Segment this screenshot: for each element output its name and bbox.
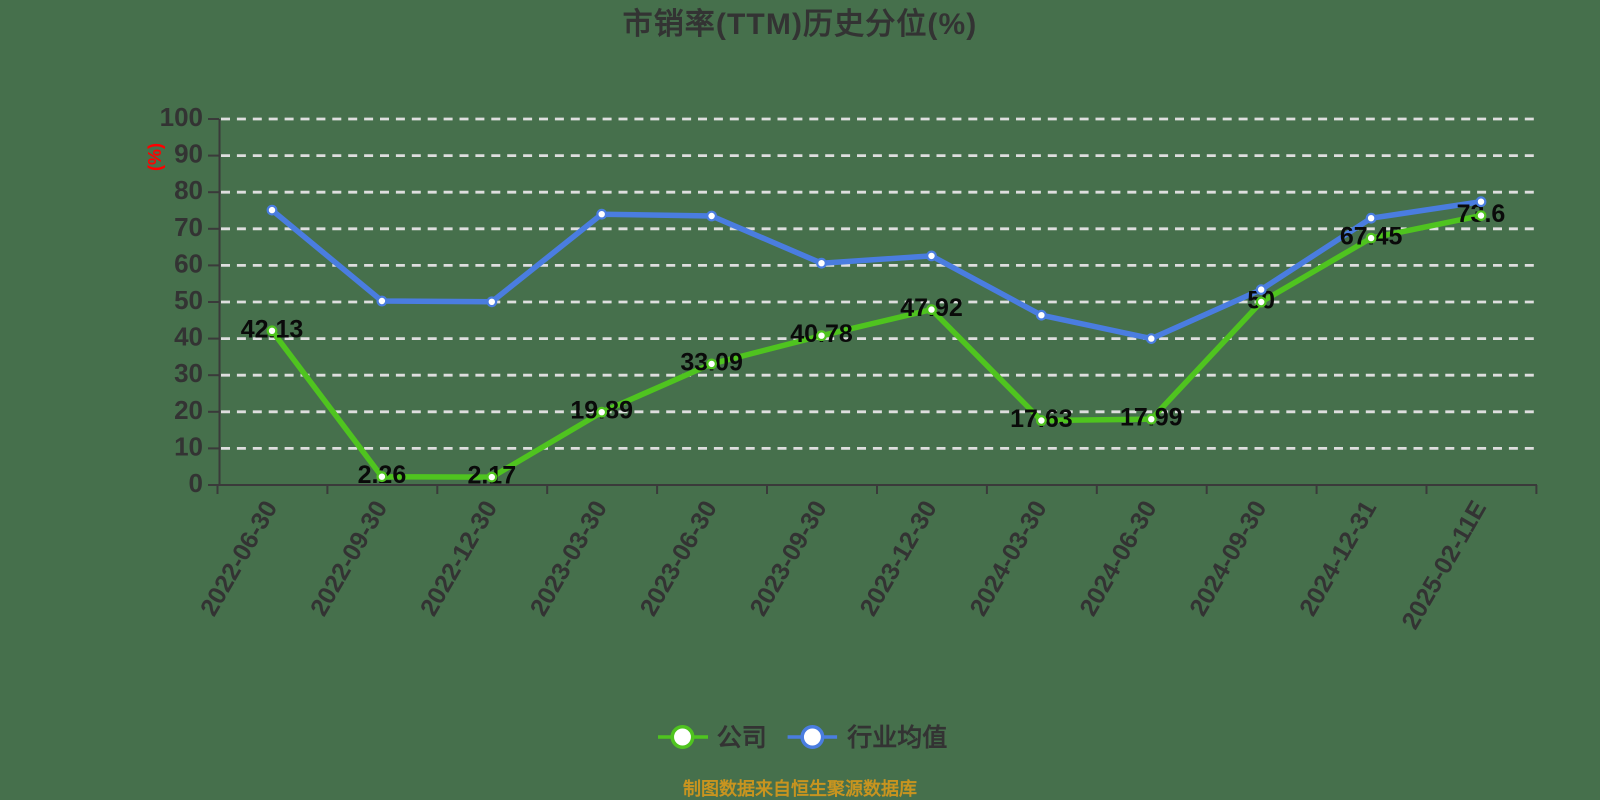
svg-text:50: 50 — [174, 285, 203, 315]
svg-text:市销率(TTM)历史分位(%): 市销率(TTM)历史分位(%) — [623, 7, 978, 41]
svg-text:100: 100 — [160, 102, 203, 132]
svg-text:(%): (%) — [145, 143, 165, 171]
svg-text:60: 60 — [174, 248, 203, 278]
svg-text:30: 30 — [174, 358, 203, 388]
svg-text:10: 10 — [174, 431, 203, 461]
svg-text:70: 70 — [174, 212, 203, 242]
svg-text:20: 20 — [174, 395, 203, 425]
svg-text:行业均值: 行业均值 — [846, 724, 947, 752]
svg-text:制图数据来自恒生聚源数据库: 制图数据来自恒生聚源数据库 — [683, 778, 917, 799]
svg-text:40: 40 — [174, 322, 203, 352]
svg-text:公司: 公司 — [717, 724, 767, 752]
svg-text:80: 80 — [174, 175, 203, 205]
svg-text:90: 90 — [174, 139, 203, 169]
svg-text:0: 0 — [189, 468, 203, 498]
